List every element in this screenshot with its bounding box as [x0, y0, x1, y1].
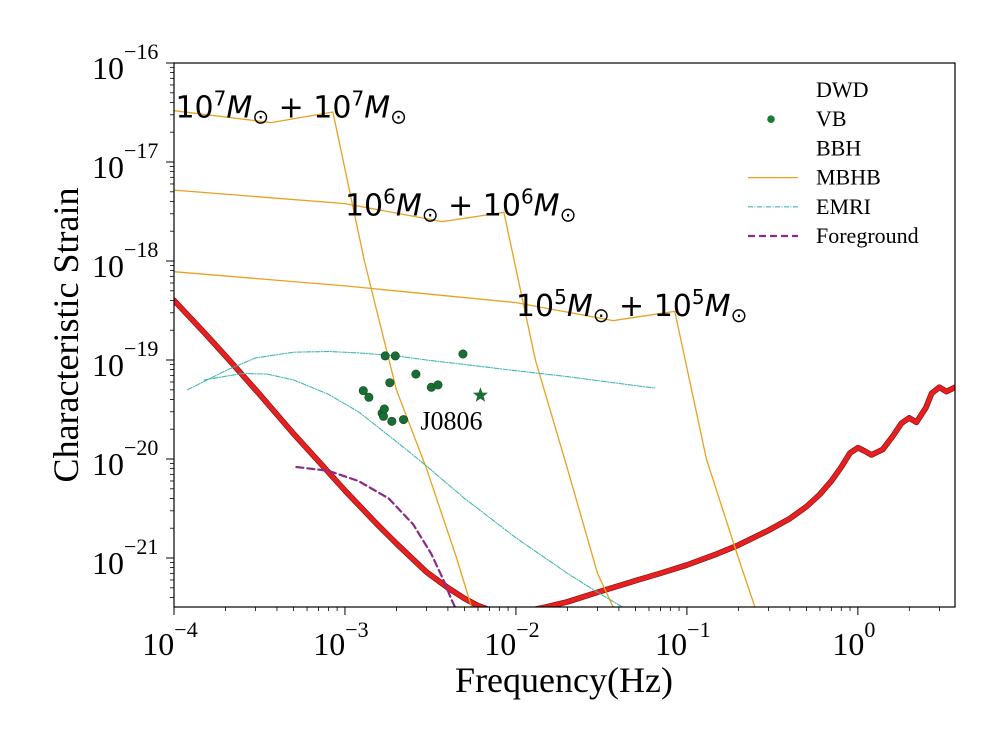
vb-point — [458, 349, 468, 359]
series-line-mbhb-1e6-1e6 — [174, 189, 614, 607]
y-tick-label: 10−21 — [92, 534, 158, 581]
j0806-label: J0806 — [420, 406, 482, 435]
x-tick-label: 10−2 — [484, 617, 539, 662]
legend-item-emri: EMRI — [748, 194, 871, 219]
mbhb-annotation: 105M⊙ + 105M⊙ — [516, 285, 747, 327]
vb-point — [399, 415, 409, 425]
legend-item-dwd: DWD — [816, 77, 869, 102]
vb-point — [387, 416, 397, 426]
x-axis-label: Frequency(Hz) — [455, 660, 673, 700]
vb-point — [385, 378, 395, 388]
scatter-layer — [358, 349, 488, 426]
series-line-foreground — [295, 465, 457, 607]
y-axis: 10−16 10−17 10−18 10−19 10−20 10−21 — [92, 39, 174, 598]
legend-label: EMRI — [816, 194, 871, 219]
y-axis-label: Characteristic Strain — [46, 188, 86, 483]
y-tick-label: 10−16 — [92, 39, 158, 86]
x-tick-label: 10−4 — [142, 617, 197, 662]
j0806-star-marker — [472, 387, 488, 402]
plot-area — [174, 110, 955, 607]
legend-label: DWD — [816, 77, 869, 102]
series-line-sensitivity-curve — [174, 298, 955, 607]
vb-point — [379, 404, 389, 414]
y-tick-label: 10−19 — [92, 336, 158, 383]
legend-label: MBHB — [816, 165, 881, 190]
vb-point — [433, 380, 443, 390]
legend-label: Foreground — [816, 223, 919, 248]
annotation-layer: J0806 107M⊙ + 107M⊙ 106M⊙ + 106M⊙ 105M⊙ + 1… — [175, 87, 747, 436]
legend-label: BBH — [816, 135, 861, 160]
mbhb-annotation: 107M⊙ + 107M⊙ — [175, 87, 406, 129]
y-tick-label: 10−17 — [92, 138, 158, 185]
legend-item-foreground: Foreground — [748, 223, 919, 248]
legend-label: VB — [816, 106, 847, 131]
legend-item-vb: VB — [767, 106, 847, 131]
vb-point — [380, 351, 390, 361]
x-tick-label: 100 — [832, 617, 875, 662]
x-axis: 10−4 10−3 10−2 10−1 100 — [142, 607, 940, 662]
x-tick-label: 10−3 — [313, 617, 368, 662]
vb-point — [390, 351, 400, 361]
series-line-mbhb-1e5-1e5 — [174, 271, 756, 607]
vb-point — [358, 386, 368, 396]
x-tick-label: 10−1 — [655, 617, 710, 662]
mbhb-annotation: 106M⊙ + 106M⊙ — [345, 185, 576, 227]
legend-item-mbhb: MBHB — [748, 165, 881, 190]
y-tick-label: 10−18 — [92, 237, 158, 284]
legend-item-bbh: BBH — [816, 135, 861, 160]
legend: DWD VB BBH MBHB EMRI Foreground — [748, 77, 919, 248]
series-line-mbhb-1e7-1e7 — [174, 110, 473, 607]
y-tick-label: 10−20 — [92, 435, 158, 482]
vb-point — [411, 369, 421, 379]
series-line-emri-lower — [203, 372, 624, 607]
legend-dot-marker — [767, 115, 775, 123]
vb-point — [364, 392, 374, 402]
plot-frame — [173, 62, 956, 608]
